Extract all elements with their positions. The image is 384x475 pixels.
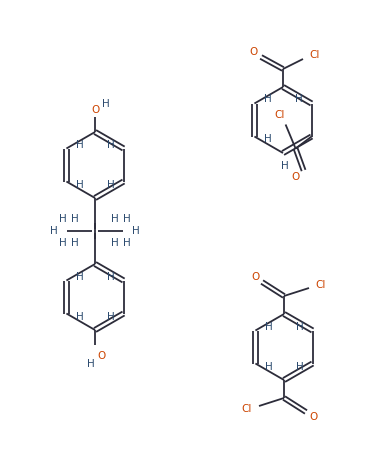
- Text: H: H: [59, 214, 67, 224]
- Text: Cl: Cl: [310, 50, 320, 60]
- Text: Cl: Cl: [316, 280, 326, 290]
- Text: H: H: [263, 134, 271, 144]
- Text: H: H: [107, 312, 114, 322]
- Text: H: H: [111, 238, 119, 248]
- Text: O: O: [97, 351, 105, 361]
- Text: H: H: [296, 361, 303, 371]
- Text: H: H: [295, 95, 303, 104]
- Text: H: H: [265, 361, 272, 371]
- Text: O: O: [291, 171, 300, 181]
- Text: H: H: [132, 226, 140, 236]
- Text: O: O: [92, 105, 100, 115]
- Text: H: H: [265, 322, 272, 332]
- Text: H: H: [59, 238, 67, 248]
- Text: H: H: [71, 214, 79, 224]
- Text: H: H: [50, 226, 58, 236]
- Text: O: O: [309, 412, 317, 422]
- Text: H: H: [107, 180, 114, 190]
- Text: H: H: [102, 99, 110, 109]
- Text: Cl: Cl: [275, 110, 285, 120]
- Text: O: O: [250, 47, 258, 57]
- Text: H: H: [123, 214, 131, 224]
- Text: H: H: [107, 140, 114, 150]
- Text: H: H: [107, 272, 114, 282]
- Text: H: H: [76, 140, 83, 150]
- Text: H: H: [281, 161, 289, 171]
- Text: H: H: [76, 312, 83, 322]
- Text: H: H: [123, 238, 131, 248]
- Text: H: H: [76, 272, 83, 282]
- Text: H: H: [87, 359, 95, 369]
- Text: H: H: [76, 180, 83, 190]
- Text: O: O: [251, 272, 259, 282]
- Text: H: H: [263, 95, 271, 104]
- Text: H: H: [296, 322, 303, 332]
- Text: Cl: Cl: [242, 404, 252, 414]
- Text: H: H: [111, 214, 119, 224]
- Text: H: H: [71, 238, 79, 248]
